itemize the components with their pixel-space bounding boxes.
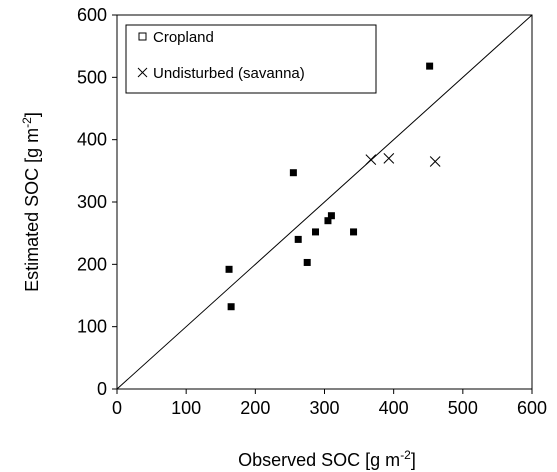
y-tick-label: 200 (77, 254, 107, 274)
data-point-cropland (350, 228, 358, 236)
x-axis-label: Observed SOC [g m-2] (238, 448, 416, 470)
x-tick-label: 300 (309, 398, 339, 418)
x-axis-label-end: ] (411, 450, 416, 470)
data-point-savanna (383, 153, 395, 164)
x-axis-label-exponent: -2 (400, 448, 411, 462)
legend: Cropland Undisturbed (savanna) (125, 24, 377, 94)
y-tick-label: 100 (77, 317, 107, 337)
y-axis-label-end: ] (22, 112, 42, 117)
y-tick-label: 0 (97, 379, 107, 399)
x-tick-label: 100 (171, 398, 201, 418)
data-point-cropland (324, 217, 332, 225)
x-tick-label: 400 (379, 398, 409, 418)
x-tick-label: 200 (240, 398, 270, 418)
data-point-cropland (312, 228, 320, 236)
data-point-savanna-stroke (365, 154, 377, 165)
y-tick-label: 300 (77, 192, 107, 212)
legend-marker-cropland (138, 32, 147, 41)
data-point-savanna-stroke (429, 156, 441, 167)
legend-label-savanna: Undisturbed (savanna) (153, 65, 305, 82)
legend-label-cropland: Cropland (153, 29, 214, 46)
data-point-cropland (303, 258, 311, 266)
data-point-savanna (365, 154, 377, 165)
x-tick-label: 600 (517, 398, 547, 418)
y-axis-label-exponent: -2 (20, 117, 34, 128)
y-axis-label: Estimated SOC [g m-2] (20, 112, 42, 292)
data-point-savanna-stroke (383, 153, 395, 164)
x-tick-label: 500 (448, 398, 478, 418)
y-tick-label: 500 (77, 67, 107, 87)
data-point-cropland (426, 62, 434, 70)
data-point-cropland (227, 303, 235, 311)
data-point-cropland (225, 265, 233, 273)
one-to-one-line (116, 14, 533, 390)
x-tick-label: 0 (112, 398, 122, 418)
data-point-cropland (294, 235, 302, 243)
y-tick-label: 600 (77, 5, 107, 25)
data-point-cropland (327, 212, 335, 220)
legend-box (125, 24, 377, 94)
data-point-cropland (289, 169, 297, 177)
legend-marker-savanna-stroke-b (137, 67, 148, 78)
data-point-savanna (429, 156, 441, 167)
y-tick-label: 400 (77, 130, 107, 150)
